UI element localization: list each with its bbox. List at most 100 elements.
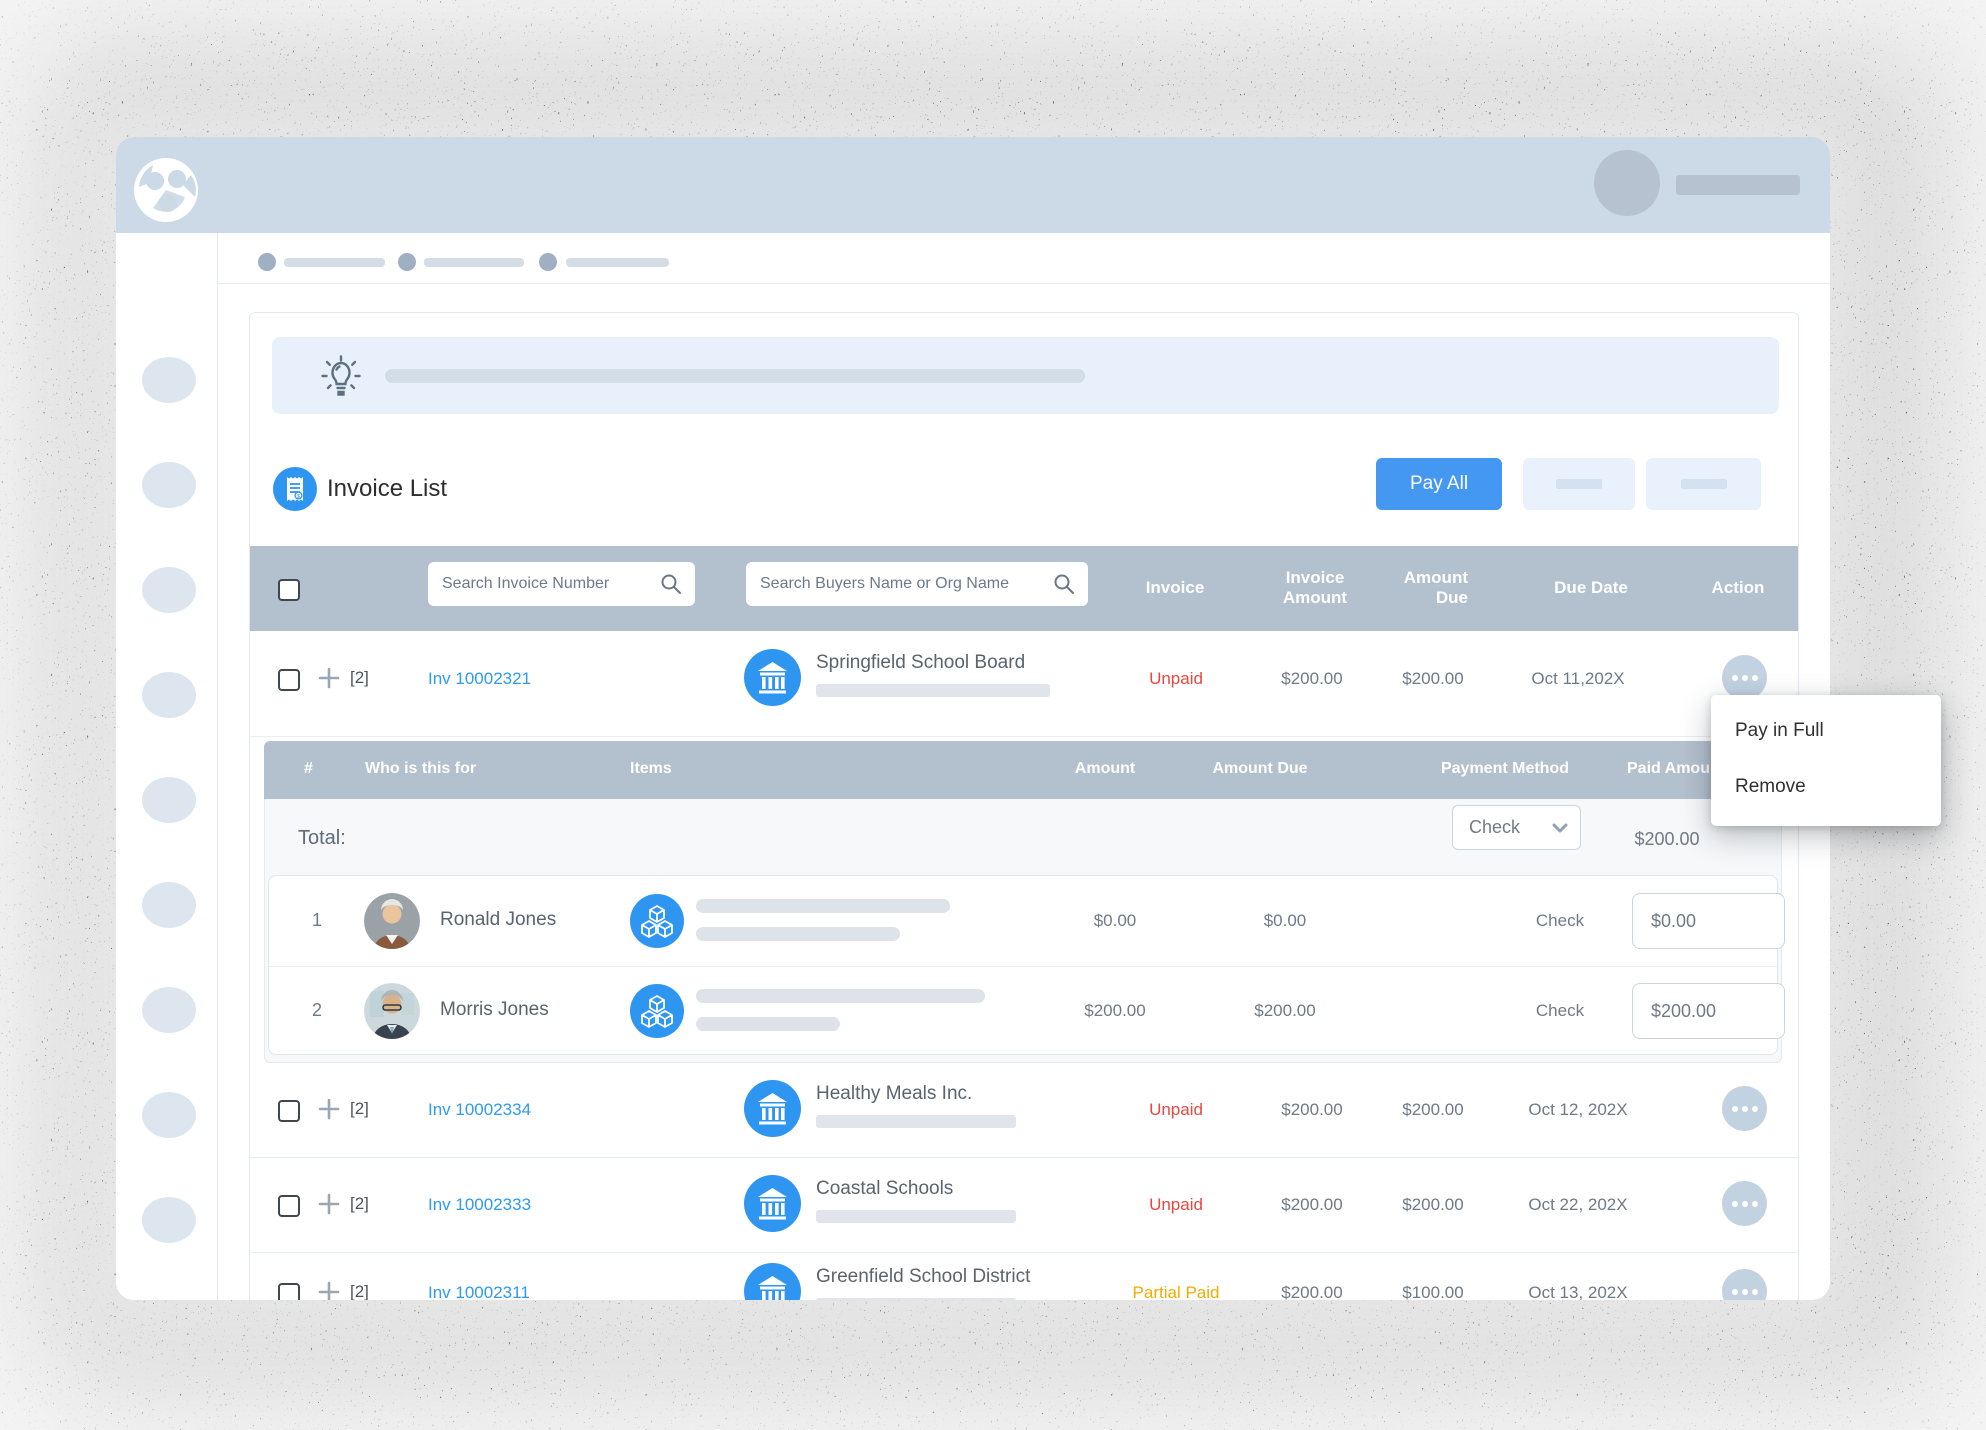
sidebar-item-placeholder[interactable] [142, 672, 196, 718]
detail-payment-method: Check [1535, 911, 1585, 930]
menu-item-pay-in-full[interactable]: Pay in Full [1735, 720, 1824, 741]
invoice-row: [2] Inv 10002321 Springfield School Boar… [250, 632, 1798, 737]
row-actions-button[interactable] [1722, 1269, 1767, 1300]
organization-name: Healthy Meals Inc. [816, 1083, 973, 1104]
column-header-action: Action [1711, 578, 1765, 597]
breadcrumb-dot[interactable] [258, 253, 276, 271]
tip-text-placeholder [385, 369, 1085, 383]
detail-amount: $200.00 [1084, 1001, 1146, 1020]
organization-subtext-placeholder [816, 684, 1050, 697]
detail-amount-due: $0.00 [1263, 911, 1307, 930]
person-name: Ronald Jones [440, 909, 557, 930]
column-header-index: # [304, 760, 313, 777]
total-paid-amount: $200.00 [1634, 829, 1700, 849]
organization-bank-icon [744, 1263, 801, 1300]
search-buyer-input[interactable] [746, 562, 1088, 606]
column-header-paid-amount: Paid Amount [1627, 760, 1726, 777]
column-header-items: Items [630, 760, 672, 777]
column-header-due-date: Due Date [1554, 578, 1628, 597]
expand-plus-icon[interactable] [316, 1191, 342, 1217]
invoice-row: [2] Inv 10002333 Coastal Schools Unpaid … [250, 1158, 1798, 1253]
column-header-amount-due: Amount Due [1403, 568, 1468, 607]
expand-plus-icon[interactable] [316, 1279, 342, 1300]
sidebar-item-placeholder[interactable] [142, 1092, 196, 1138]
breadcrumb-label-placeholder[interactable] [566, 258, 669, 267]
organization-bank-icon [744, 649, 801, 706]
search-invoice-input[interactable] [428, 562, 695, 606]
sidebar-item-placeholder[interactable] [142, 462, 196, 508]
app-window: $ Invoice List Pay All Invoice Invoice A… [116, 137, 1830, 1300]
chevron-down-icon [1552, 823, 1568, 832]
organization-name: Greenfield School District [816, 1266, 1031, 1287]
amount-due: $200.00 [1402, 1100, 1464, 1119]
row-checkbox[interactable] [278, 1283, 300, 1300]
payment-method-dropdown[interactable]: Check [1452, 805, 1581, 850]
detail-row: 2 [269, 966, 1785, 1056]
invoice-panel: $ Invoice List Pay All Invoice Invoice A… [249, 312, 1799, 1300]
due-date: Oct 22, 202X [1528, 1195, 1628, 1214]
row-checkbox[interactable] [278, 669, 300, 691]
organization-bank-icon [744, 1175, 801, 1232]
column-header-amount: Amount [1074, 760, 1136, 777]
row-checkbox[interactable] [278, 1195, 300, 1217]
item-text-placeholder [696, 899, 950, 913]
pay-all-button[interactable]: Pay All [1376, 458, 1502, 510]
invoice-row: [2] Inv 10002334 Healthy Meals Inc. Unpa… [250, 1063, 1798, 1158]
amount-due: $100.00 [1402, 1283, 1464, 1300]
invoice-number-link[interactable]: Inv 10002311 [428, 1283, 530, 1300]
person-avatar [364, 983, 420, 1039]
organization-name: Springfield School Board [816, 652, 1026, 673]
row-actions-button[interactable] [1722, 1181, 1767, 1226]
invoice-number-link[interactable]: Inv 10002333 [428, 1195, 532, 1214]
invoice-row: [2] Inv 10002311 Greenfield School Distr… [250, 1253, 1798, 1300]
organization-subtext-placeholder [816, 1210, 1016, 1223]
user-avatar[interactable] [1594, 150, 1660, 216]
expand-plus-icon[interactable] [316, 1096, 342, 1122]
select-all-checkbox[interactable] [278, 579, 300, 601]
user-name-placeholder [1676, 175, 1800, 195]
sidebar-item-placeholder[interactable] [142, 1197, 196, 1243]
paid-amount-input[interactable] [1632, 983, 1785, 1039]
sidebar-item-placeholder[interactable] [142, 777, 196, 823]
row-actions-button[interactable] [1722, 1086, 1767, 1131]
sidebar-item-placeholder[interactable] [142, 987, 196, 1033]
row-index: 1 [311, 910, 322, 930]
app-logo [134, 158, 198, 222]
sidebar-item-placeholder[interactable] [142, 357, 196, 403]
row-checkbox[interactable] [278, 1100, 300, 1122]
breadcrumb-dot[interactable] [539, 253, 557, 271]
sidebar-item-placeholder[interactable] [142, 567, 196, 613]
breadcrumb-label-placeholder[interactable] [424, 258, 524, 267]
sub-count-badge: [2] [350, 1099, 369, 1118]
secondary-button-placeholder[interactable] [1646, 458, 1761, 510]
status-badge: Unpaid [1149, 1100, 1203, 1119]
sub-count-badge: [2] [350, 1282, 369, 1300]
paid-amount-input[interactable] [1632, 893, 1785, 949]
detail-rows-container: 1 Ronald Jones [268, 875, 1785, 1056]
detail-row: 1 Ronald Jones [269, 876, 1785, 967]
row-actions-button[interactable] [1722, 655, 1767, 700]
person-name: Morris Jones [440, 999, 549, 1020]
organization-bank-icon [744, 1080, 801, 1137]
sidebar-nav [116, 233, 218, 1300]
sub-count-badge: [2] [350, 1194, 369, 1213]
invoice-number-link[interactable]: Inv 10002334 [428, 1100, 532, 1119]
organization-name: Coastal Schools [816, 1178, 954, 1199]
tip-banner [272, 337, 1779, 414]
invoice-amount: $200.00 [1281, 1195, 1343, 1214]
invoice-list-icon: $ [273, 467, 317, 511]
detail-amount-due: $200.00 [1254, 1001, 1316, 1020]
items-icon [630, 894, 684, 948]
sidebar-item-placeholder[interactable] [142, 882, 196, 928]
menu-item-remove[interactable]: Remove [1735, 776, 1806, 797]
invoice-amount: $200.00 [1281, 1100, 1343, 1119]
invoice-amount: $200.00 [1281, 1283, 1343, 1300]
secondary-button-placeholder[interactable] [1523, 458, 1635, 510]
breadcrumb-dot[interactable] [398, 253, 416, 271]
breadcrumb-divider [218, 283, 1830, 284]
amount-due: $200.00 [1402, 1195, 1464, 1214]
expand-plus-icon[interactable] [316, 665, 342, 691]
breadcrumb-label-placeholder[interactable] [284, 258, 385, 267]
invoice-number-link[interactable]: Inv 10002321 [428, 669, 532, 688]
